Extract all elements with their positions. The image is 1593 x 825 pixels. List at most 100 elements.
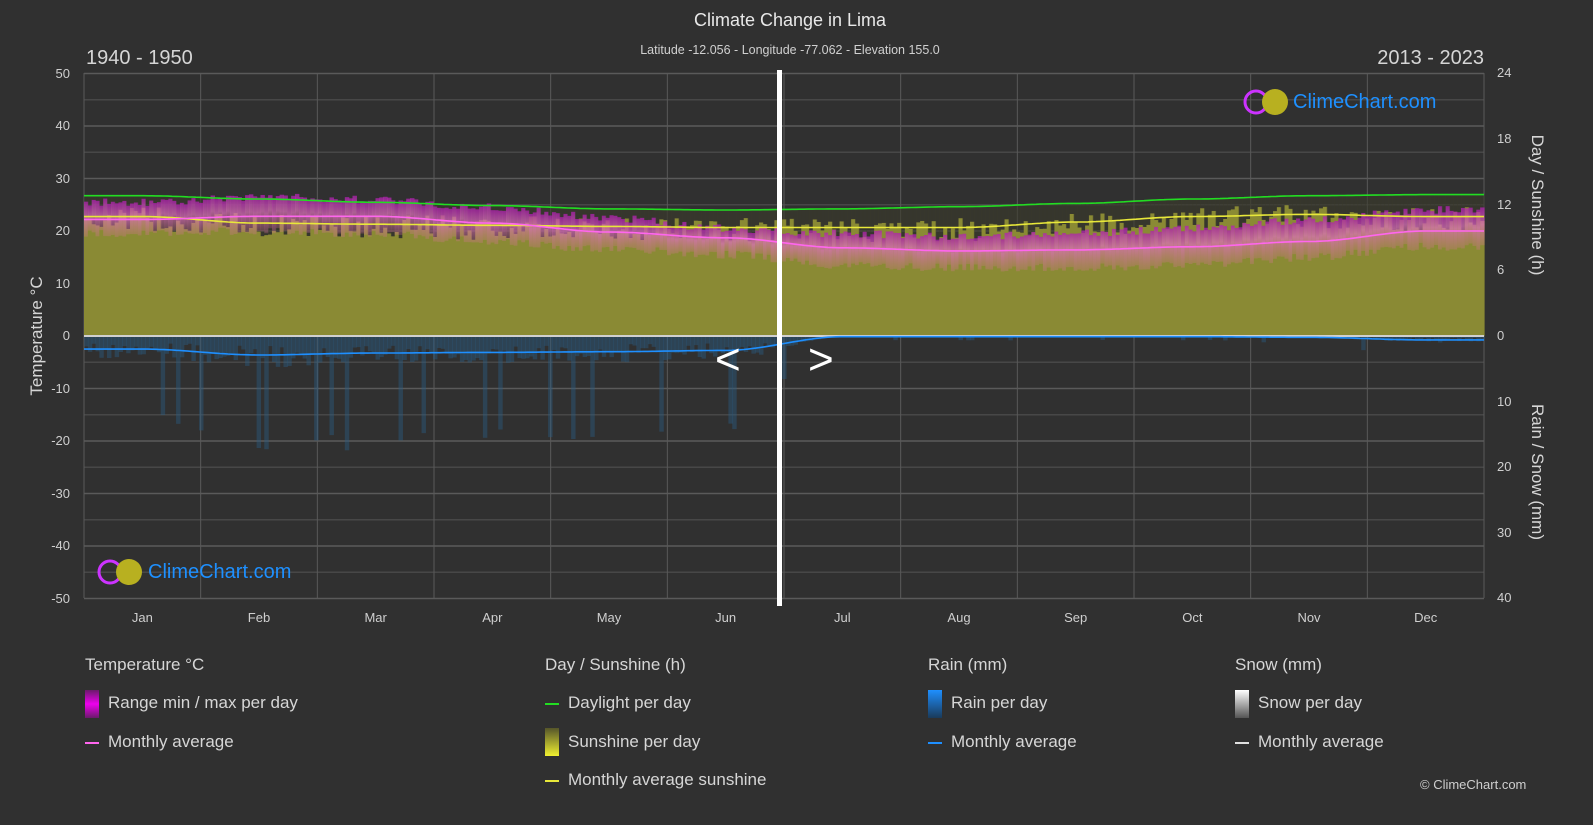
next-arrow-button[interactable]: > [808,335,834,384]
rain-bar [1008,336,1013,341]
daylight-gap [1388,194,1393,212]
daylight-gap [728,209,733,241]
daylight-gap [1299,195,1305,227]
sunshine-bar [835,239,841,336]
temp-range-bar [233,196,239,234]
sunshine-bar [1288,208,1293,336]
temp-range-bar [628,222,634,248]
prev-arrow-button[interactable]: < [715,335,741,384]
temp-range-bar [847,232,852,268]
rain-bar [202,336,208,355]
rain-bar [1460,336,1466,339]
temp-range-bar [736,230,741,252]
sunshine-bar [329,224,334,336]
daylight-gap [1204,198,1209,231]
daylight-gap [1207,198,1213,215]
sunshine-bar [252,216,258,336]
right-axis-label-bottom: Rain / Snow (mm) [1528,403,1547,541]
logo-text-bottom[interactable]: ClimeChart.com [148,561,292,583]
temp-range-bar [364,202,369,235]
sunshine-bar [1169,218,1174,336]
sunshine-bar [1042,228,1048,336]
temp-range-bar [947,239,952,265]
sunshine-bar [1223,218,1228,336]
daylight-gap [954,206,960,238]
rain-bar [647,336,653,345]
daylight-gap [770,209,776,240]
sunshine-bar [1115,232,1121,336]
daylight-gap [1315,195,1320,214]
daylight-gap [1219,198,1224,223]
sunshine-bar [517,224,522,336]
sunshine-bar [663,220,668,336]
rain-bar [471,336,476,361]
daylight-gap [1322,195,1328,207]
sunshine-bar [858,237,864,336]
daylight-gap [805,209,810,225]
temp-range-bar [1196,224,1201,266]
sunshine-bar [410,229,415,336]
daylight-gap [1449,194,1454,222]
daylight-gap [935,206,940,242]
legend-snow-avg-swatch [1235,741,1249,744]
rain-bar [222,336,227,357]
sunshine-bar [1280,221,1286,336]
rain-bar [321,336,327,349]
sunshine-bar [966,225,971,336]
sunshine-bar [1464,207,1470,336]
temp-range-bar [732,226,737,259]
rain-bar [95,336,100,352]
daylight-gap [1012,205,1017,230]
temp-range-bar [866,236,871,264]
sunshine-bar [1269,216,1274,336]
rain-bar [1372,336,1378,339]
daylight-gap [877,208,883,224]
rain-bar [674,336,680,354]
rain-bar [118,336,123,353]
rain-bar [563,336,568,349]
sunshine-bar [713,221,718,336]
rain-bar [252,336,258,350]
daylight-gap [1342,195,1347,220]
sunshine-bar [1173,212,1178,336]
temp-range-bar [1303,219,1309,255]
temp-range-bar [317,199,323,229]
chart-title: Climate Change in Lima [693,10,887,30]
rain-bar [306,336,311,366]
sunshine-bar [1426,217,1431,336]
sunshine-bar [1142,226,1148,336]
temp-range-bar [877,230,883,265]
daylight-gap [1184,199,1190,220]
sunshine-bar [1138,224,1144,336]
daylight-gap [996,205,1002,232]
logo-text-top[interactable]: ClimeChart.com [1293,91,1437,113]
daylight-gap [1441,194,1447,228]
left-axis-label: Temperature °C [27,276,46,396]
temp-range-bar [1376,213,1382,250]
temp-range-bar [644,220,649,253]
rain-bar [663,336,668,361]
daylight-gap [716,209,722,230]
temp-range-bar [751,232,756,259]
temp-range-bar [893,232,898,269]
temp-range-bar [1096,235,1102,269]
rain-bar [456,336,461,355]
sunshine-bar [682,226,687,336]
temp-range-bar [594,216,599,251]
temp-range-bar [935,239,940,264]
temp-range-bar [333,199,338,237]
daylight-gap [816,208,822,222]
daylight-gap [1173,199,1178,213]
daylight-gap [1430,194,1435,210]
period-divider[interactable] [777,70,782,606]
rain-bar [509,336,515,362]
rain-bar [724,336,729,348]
temp-range-bar [674,228,680,254]
daylight-gap [1303,195,1309,210]
rain-bar [1395,336,1401,341]
temp-range-bar [222,201,227,228]
sunshine-bar [751,239,756,336]
sunshine-bar [1449,221,1454,336]
sunshine-bar [1123,233,1128,336]
daylight-gap [1326,195,1332,229]
